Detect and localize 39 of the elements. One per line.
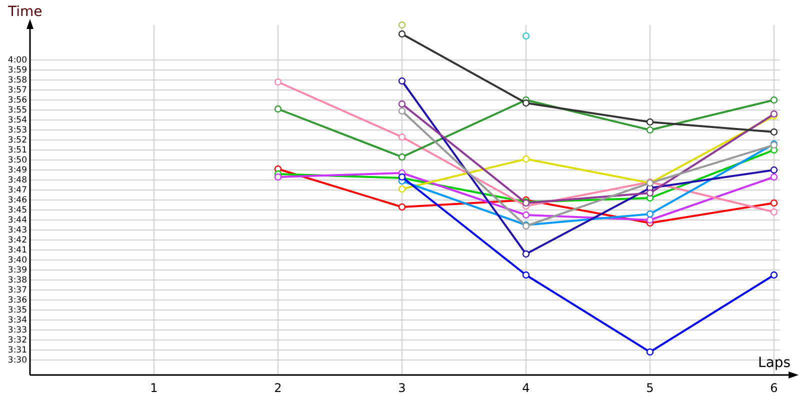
y-tick-label: 3:32 [8,336,27,346]
y-tick-label: 3:40 [8,256,27,266]
x-tick-label: 2 [274,381,282,395]
y-tick-label: 3:45 [8,206,27,216]
y-tick-label: 3:42 [8,236,27,246]
y-tick-label: 3:36 [8,296,27,306]
y-tick-label: 3:58 [8,76,27,86]
x-axis-title: Laps [758,355,791,371]
y-tick-label: 3:30 [8,356,27,366]
y-tick-label: 3:51 [8,146,27,156]
y-tick-label: 3:37 [8,286,27,296]
y-tick-label: 3:33 [8,326,27,336]
y-tick-label: 3:54 [8,116,27,126]
y-tick-label: 3:52 [8,136,27,146]
y-tick-label: 3:53 [8,126,27,136]
y-tick-label: 3:57 [8,86,27,96]
y-tick-label: 3:43 [8,226,27,236]
y-tick-label: 3:47 [8,186,27,196]
y-tick-label: 3:56 [8,96,27,106]
y-tick-label: 3:50 [8,156,27,166]
y-tick-label: 4:00 [8,56,27,66]
x-tick-label: 6 [770,381,778,395]
x-tick-label: 5 [646,381,654,395]
x-tick-label: 1 [150,381,158,395]
y-tick-label: 3:46 [8,196,27,206]
y-tick-label: 3:44 [8,216,27,226]
y-tick-label: 3:38 [8,276,27,286]
y-tick-label: 3:48 [8,176,27,186]
x-tick-label: 3 [398,381,406,395]
y-tick-label: 3:34 [8,316,27,326]
y-tick-label: 3:59 [8,66,27,76]
y-axis-title: Time [7,4,42,20]
y-tick-label: 3:35 [8,306,27,316]
y-tick-label: 3:41 [8,246,27,256]
y-tick-label: 3:39 [8,266,27,276]
y-tick-label: 3:31 [8,346,27,356]
y-tick-label: 3:55 [8,106,27,116]
y-tick-label: 3:49 [8,166,27,176]
x-tick-label: 4 [522,381,530,395]
